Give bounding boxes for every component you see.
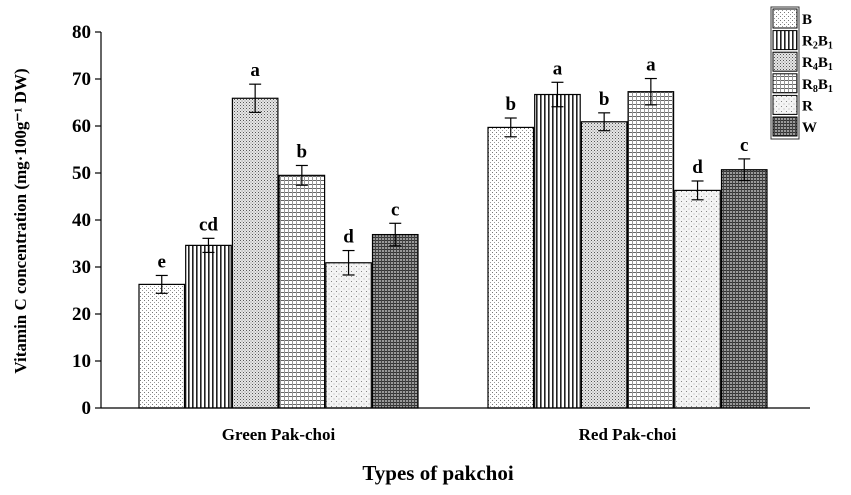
y-tick-label: 50 [72,163,91,184]
legend-entry-b: B [802,12,812,28]
legend-swatch-w [772,116,798,137]
y-tick-label: 60 [72,116,91,137]
significance-label: e [158,251,166,272]
legend-label-part: R [802,98,813,114]
y-axis-title: Vitamin C concentration (mg·100g⁻¹ DW) [11,68,30,373]
legend-entry-r2b1: R2B1 [802,34,833,52]
legend-label-part: W [802,120,817,136]
bar-b-green [138,283,186,409]
legend-swatch-r2b1 [772,30,798,51]
legend-entry-r8b1: R8B1 [802,77,833,95]
legend-label-part: R [802,77,813,93]
significance-label: a [646,55,656,76]
category-label: Green Pak-choi [222,425,336,444]
legend-label-part: B [818,77,828,93]
bar-w-red [720,169,768,409]
y-tick-label: 40 [72,210,91,231]
y-tick-label: 30 [72,257,91,278]
bar-r8b1-red [627,91,675,409]
legend-label-part: B [818,34,828,50]
legend-frame [770,6,800,140]
legend-entry-w: W [802,120,817,136]
x-axis-title: Types of pakchoi [362,461,513,485]
y-tick-label: 10 [72,351,91,372]
significance-label: b [599,89,610,110]
significance-label: d [343,227,354,248]
legend-label-part: B [802,12,812,28]
legend-swatch-r8b1 [772,73,798,94]
bar-b-red [487,126,535,409]
y-tick-label: 20 [72,304,91,325]
significance-label: d [692,157,703,178]
significance-label: cd [199,214,218,235]
legend-swatch-r4b1 [772,51,798,72]
significance-label: a [250,60,260,81]
y-tick-label: 0 [82,398,92,419]
bar-r-green [325,262,372,409]
legend-label-part: B [818,55,828,71]
significance-label: a [553,58,563,79]
bar-r4b1-red [580,121,628,409]
significance-label: b [505,94,516,115]
legend-subscript: 4 [813,62,818,73]
bar-w-green [371,233,419,409]
legend-swatch-b [772,8,798,29]
legend-subscript: 1 [828,84,833,95]
bar-r2b1-red [534,93,581,409]
legend-subscript: 2 [813,41,818,52]
legend-subscript: 1 [828,62,833,73]
legend-label-part: R [802,55,813,71]
bar-r-red [674,189,721,409]
bar-r2b1-green [185,244,232,409]
significance-label: b [297,141,308,162]
bar-r4b1-green [231,97,279,409]
significance-label: c [391,199,399,220]
category-label: Red Pak-choi [579,425,677,444]
legend-subscript: 8 [813,84,818,95]
y-tick-label: 80 [72,22,91,43]
bar-r8b1-green [278,174,326,409]
legend-entry-r: R [802,98,813,114]
legend-entry-r4b1: R4B1 [802,55,833,73]
significance-label: c [740,135,748,156]
legend-label-part: R [802,34,813,50]
legend-subscript: 1 [828,41,833,52]
legend-swatch-r [772,94,798,115]
y-tick-label: 70 [72,69,91,90]
